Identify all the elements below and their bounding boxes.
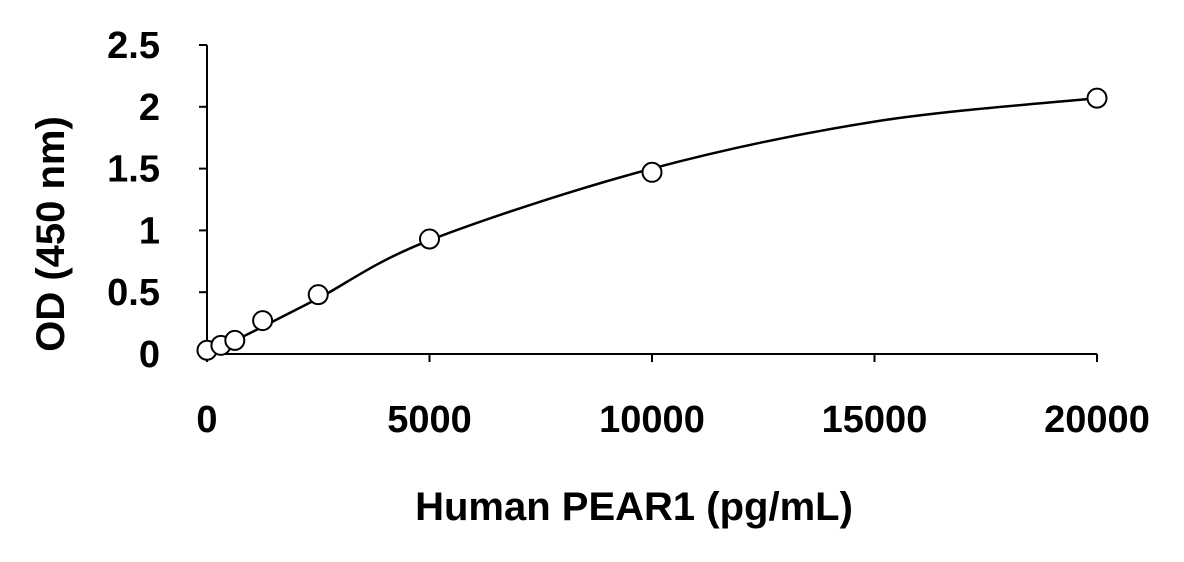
y-tick-label: 0: [139, 334, 160, 376]
x-tick-label: 20000: [1044, 399, 1150, 441]
data-point: [307, 284, 329, 306]
x-tick-label: 0: [196, 399, 217, 441]
y-tick-label: 2.5: [107, 25, 160, 67]
data-point: [419, 228, 440, 250]
x-tick-label: 5000: [387, 399, 472, 441]
data-point: [224, 329, 246, 351]
y-tick-label: 0.5: [107, 272, 160, 314]
data-point: [1086, 87, 1108, 109]
y-axis-title: OD (450 nm): [29, 116, 73, 352]
y-axis: 0 0.5 1 1.5 2 2.5: [107, 25, 208, 376]
y-tick-label: 1.5: [107, 149, 160, 191]
fit-curve-line: [206, 96, 1098, 352]
y-tick-label: 1: [139, 210, 160, 252]
x-axis-title: Human PEAR1 (pg/mL): [415, 485, 853, 529]
x-tick-label: 10000: [599, 399, 705, 441]
data-point: [641, 161, 663, 183]
x-tick-label: 15000: [822, 399, 928, 441]
data-point: [252, 310, 274, 332]
x-axis: 0 5000 10000 15000 20000: [196, 353, 1150, 441]
y-tick-label: 2: [139, 87, 160, 129]
